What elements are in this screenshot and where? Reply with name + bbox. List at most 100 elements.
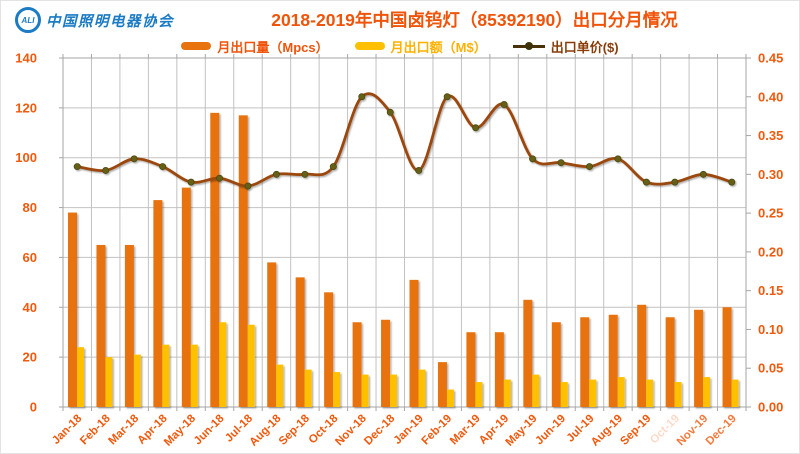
unit-price-point-Jul-19 bbox=[585, 163, 593, 171]
unit-price-point-Sep-19 bbox=[642, 178, 650, 186]
svg-text:40: 40 bbox=[23, 300, 37, 315]
bar-value-May-19 bbox=[532, 374, 540, 407]
x-axis-label: Dec-19 bbox=[704, 413, 739, 448]
x-axis-label: Jun-18 bbox=[192, 412, 227, 447]
unit-price-point-Apr-18 bbox=[159, 163, 167, 171]
bar-value-Jan-18 bbox=[77, 347, 84, 407]
unit-price-point-Dec-18 bbox=[386, 108, 394, 116]
bar-value-Oct-18 bbox=[333, 372, 341, 407]
bar-quantity-Apr-19 bbox=[494, 332, 504, 407]
unit-price-point-Feb-18 bbox=[102, 166, 110, 174]
unit-price-point-Oct-19 bbox=[671, 178, 679, 186]
bar-value-Jun-18 bbox=[219, 322, 227, 407]
bar-value-Mar-18 bbox=[133, 354, 141, 407]
unit-price-point-Apr-19 bbox=[500, 101, 508, 109]
bar-value-Apr-19 bbox=[503, 379, 511, 407]
svg-text:20: 20 bbox=[23, 350, 37, 365]
svg-text:80: 80 bbox=[23, 200, 37, 215]
svg-text:0.35: 0.35 bbox=[758, 128, 783, 143]
legend-label: 月出口量（Mpcs） bbox=[217, 39, 329, 55]
unit-price-point-Jul-18 bbox=[244, 182, 252, 190]
svg-text:0.45: 0.45 bbox=[758, 51, 783, 66]
bar-quantity-Sep-19 bbox=[637, 304, 647, 407]
unit-price-point-Mar-19 bbox=[472, 124, 480, 132]
cali-logo-icon: ALI bbox=[15, 7, 41, 33]
unit-price-point-Nov-19 bbox=[699, 170, 707, 178]
bar-quantity-Jun-18 bbox=[210, 112, 220, 407]
header: ALI 中国照明电器协会 2018-2019年中国卤钨灯（85392190）出口… bbox=[1, 1, 799, 33]
bar-value-Apr-18 bbox=[162, 344, 170, 407]
legend-label: 出口单价($) bbox=[550, 39, 619, 55]
svg-text:120: 120 bbox=[15, 100, 37, 115]
x-axis-label: Jan-19 bbox=[392, 413, 426, 447]
bar-quantity-Jan-18 bbox=[68, 212, 77, 407]
svg-text:0.25: 0.25 bbox=[758, 206, 783, 221]
svg-text:140: 140 bbox=[15, 51, 37, 66]
svg-text:0.15: 0.15 bbox=[758, 283, 783, 298]
x-axis-label: Mar-18 bbox=[107, 412, 142, 447]
bar-quantity-Oct-19 bbox=[665, 317, 675, 407]
bar-quantity-Nov-19 bbox=[694, 309, 704, 407]
x-axis-label: Feb-19 bbox=[420, 413, 455, 448]
x-axis-label: Sep-19 bbox=[618, 413, 653, 448]
bar-value-Mar-19 bbox=[475, 382, 483, 407]
bar-quantity-May-19 bbox=[523, 299, 533, 407]
bar-quantity-Jun-19 bbox=[551, 322, 561, 407]
bar-quantity-Aug-19 bbox=[608, 314, 618, 407]
unit-price-point-May-18 bbox=[187, 178, 195, 186]
legend-item-export-quantity: 月出口量（Mpcs） bbox=[181, 37, 329, 56]
bar-value-Nov-19 bbox=[703, 377, 711, 407]
bar-value-May-18 bbox=[190, 344, 198, 407]
svg-text:0.30: 0.30 bbox=[758, 167, 783, 182]
unit-price-point-Jun-19 bbox=[557, 159, 565, 167]
cali-logo: ALI 中国照明电器协会 bbox=[1, 7, 190, 33]
bar-quantity-Mar-18 bbox=[124, 244, 134, 407]
x-axis-label: Mar-19 bbox=[448, 413, 483, 448]
x-axis-label: Feb-18 bbox=[78, 412, 113, 447]
unit-price-point-Jan-19 bbox=[415, 166, 423, 174]
bar-quantity-Apr-18 bbox=[153, 200, 163, 407]
page-title: 2018-2019年中国卤钨灯（85392190）出口分月情况 bbox=[271, 10, 678, 30]
unit-price-point-Sep-18 bbox=[301, 170, 309, 178]
bar-quantity-Jul-18 bbox=[238, 115, 248, 407]
svg-text:0.40: 0.40 bbox=[758, 89, 783, 104]
bar-quantity-Dec-19 bbox=[722, 307, 732, 407]
unit-price-point-Oct-18 bbox=[329, 163, 337, 171]
bar-value-Dec-18 bbox=[390, 374, 398, 407]
svg-text:0: 0 bbox=[30, 400, 37, 415]
bar-quantity-Oct-18 bbox=[324, 292, 334, 407]
unit-price-point-Jan-18 bbox=[73, 163, 81, 171]
legend-item-unit-price: 出口单价($) bbox=[512, 37, 619, 56]
bar-value-Jul-19 bbox=[589, 379, 597, 407]
bar-quantity-Feb-18 bbox=[96, 244, 106, 407]
bar-quantity-Jul-19 bbox=[580, 317, 590, 407]
x-axis-label: Aug-19 bbox=[589, 413, 625, 449]
line-swatch-icon bbox=[512, 42, 545, 50]
bar-quantity-Mar-19 bbox=[466, 332, 476, 407]
x-axis-label: Nov-19 bbox=[675, 413, 711, 449]
bar-swatch-icon bbox=[181, 42, 212, 50]
x-axis-label: Dec-18 bbox=[362, 412, 398, 448]
svg-text:0.20: 0.20 bbox=[758, 244, 783, 259]
bar-value-Sep-18 bbox=[304, 369, 312, 407]
unit-price-point-Mar-18 bbox=[130, 155, 138, 163]
unit-price-point-Feb-19 bbox=[443, 93, 451, 101]
unit-price-point-Aug-19 bbox=[614, 155, 622, 163]
bar-quantity-Dec-18 bbox=[381, 319, 391, 407]
bar-value-Nov-18 bbox=[361, 374, 369, 407]
x-axis-label: May-18 bbox=[162, 412, 198, 448]
x-axis-label: Jun-19 bbox=[533, 413, 568, 448]
bar-value-Dec-19 bbox=[731, 379, 739, 407]
bar-value-Oct-19 bbox=[674, 382, 682, 407]
x-axis-label: Sep-18 bbox=[277, 412, 313, 448]
unit-price-point-May-19 bbox=[529, 155, 537, 163]
bar-value-Jun-19 bbox=[560, 382, 568, 407]
bar-value-Sep-19 bbox=[646, 379, 654, 407]
unit-price-point-Aug-18 bbox=[272, 170, 280, 178]
bar-value-Feb-18 bbox=[105, 357, 113, 407]
bar-quantity-Sep-18 bbox=[295, 277, 305, 407]
bar-value-Aug-19 bbox=[617, 377, 625, 407]
bar-value-Jan-19 bbox=[418, 369, 426, 407]
